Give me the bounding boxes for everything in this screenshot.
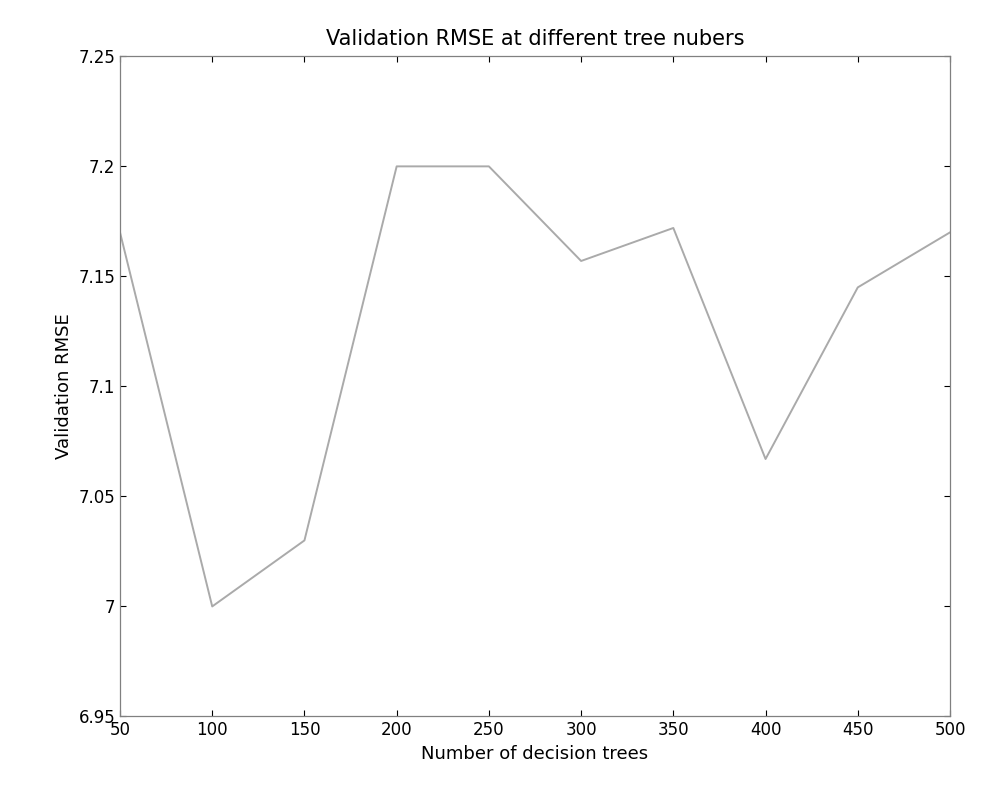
X-axis label: Number of decision trees: Number of decision trees	[421, 745, 649, 763]
Y-axis label: Validation RMSE: Validation RMSE	[55, 313, 73, 460]
Title: Validation RMSE at different tree nubers: Validation RMSE at different tree nubers	[326, 29, 744, 49]
